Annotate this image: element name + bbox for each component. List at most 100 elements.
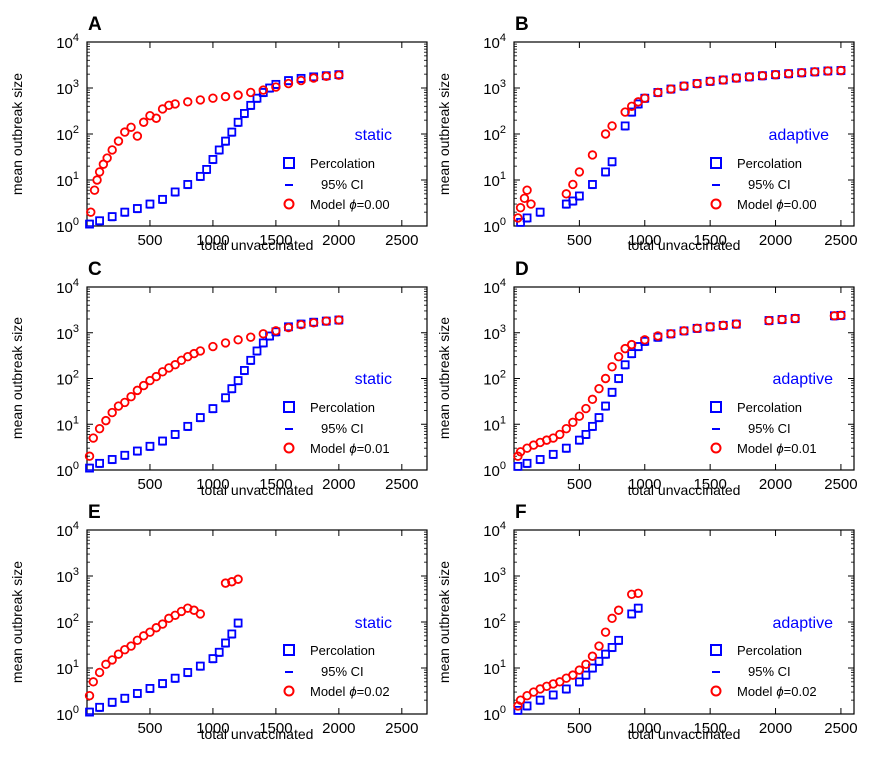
percolation-point — [85, 219, 94, 229]
percolation-point — [548, 690, 558, 700]
model-point — [810, 67, 820, 77]
data-marks — [84, 574, 243, 717]
model-point — [561, 423, 572, 434]
percolation-point — [208, 404, 218, 413]
percolation-point — [607, 387, 617, 397]
y-tick-label: 100 — [483, 704, 506, 724]
panel-B: B 100 101 102 103 104 500 1000 1500 2000 2500 to… — [436, 14, 858, 253]
y-tick-label: 104 — [56, 32, 79, 52]
y-tick-label: 104 — [56, 277, 79, 297]
percolation-point — [145, 684, 155, 693]
legend-model-marker — [710, 685, 722, 697]
panel-letter: E — [88, 502, 101, 523]
legend-model: Model ϕ=0.01 — [737, 441, 817, 456]
model-point — [151, 371, 161, 382]
percolation-point — [158, 679, 167, 688]
y-axis-label: mean outbreak size — [436, 317, 452, 439]
x-tick-label: 1500 — [693, 720, 726, 737]
legend-ci: 95% CI — [748, 177, 791, 192]
model-point — [296, 319, 306, 330]
panel-letter: F — [515, 502, 527, 523]
model-point — [783, 68, 794, 79]
model-point — [88, 433, 98, 443]
legend-model: Model ϕ=0.00 — [737, 197, 817, 212]
model-point — [574, 411, 585, 421]
percolation-point — [214, 145, 224, 155]
legend-percolation-marker — [283, 401, 295, 413]
model-point — [84, 451, 95, 461]
legend-model: Model ϕ=0.01 — [310, 441, 390, 456]
percolation-point — [252, 346, 262, 356]
legend-ci: 95% CI — [321, 664, 364, 679]
y-tick-label: 102 — [483, 612, 506, 632]
mode-label: adaptive — [769, 127, 830, 144]
data-marks — [84, 315, 344, 473]
model-point — [107, 655, 117, 665]
model-point — [220, 91, 231, 102]
model-point — [233, 574, 243, 584]
model-point — [271, 82, 281, 92]
legend-model: Model ϕ=0.02 — [310, 684, 390, 699]
model-point — [94, 167, 105, 177]
x-tick-label: 2000 — [322, 720, 355, 737]
mode-label: static — [355, 127, 392, 144]
x-tick-label: 1500 — [693, 232, 726, 249]
model-point — [170, 99, 180, 109]
model-point — [568, 417, 578, 428]
model-point — [522, 185, 532, 195]
y-tick-label: 104 — [56, 520, 79, 540]
percolation-point — [574, 191, 584, 201]
panel-letter: D — [515, 259, 529, 280]
model-point — [183, 97, 193, 107]
percolation-point — [522, 458, 532, 468]
y-tick-label: 103 — [483, 323, 506, 343]
data-marks — [513, 310, 846, 471]
model-point — [120, 397, 130, 408]
panel-D: D 100 101 102 103 104 500 1000 1500 2000 2500 to… — [436, 259, 858, 498]
y-tick-label: 102 — [56, 124, 79, 144]
percolation-point — [614, 374, 624, 383]
model-point — [138, 117, 149, 127]
percolation-point — [601, 401, 610, 411]
y-axis-label: mean outbreak size — [9, 561, 25, 683]
y-axis-label: mean outbreak size — [9, 73, 25, 195]
model-point — [126, 122, 136, 132]
x-tick-labels: 500 1000 1500 2000 2500 — [137, 530, 419, 737]
model-point — [92, 175, 102, 185]
panel-E: E 100 101 102 103 104 500 1000 1500 2000 2500 to… — [9, 502, 428, 742]
model-point — [138, 380, 149, 391]
data-marks — [85, 70, 344, 229]
model-point — [132, 131, 143, 141]
percolation-point — [614, 635, 624, 645]
percolation-point — [574, 677, 584, 687]
model-point — [308, 318, 319, 328]
model-point — [587, 651, 598, 661]
legend: Percolation 95% CI Model ϕ=0.02 — [283, 643, 390, 699]
model-point — [94, 423, 105, 434]
model-point — [666, 329, 676, 339]
x-tick-label: 1000 — [196, 720, 229, 737]
model-point — [692, 323, 702, 334]
model-point — [258, 85, 268, 95]
x-tick-label: 500 — [137, 232, 162, 249]
percolation-point — [620, 121, 630, 131]
percolation-point — [522, 701, 532, 711]
percolation-point — [535, 455, 545, 464]
x-axis-label: total unvaccinated — [201, 482, 314, 498]
legend-percolation: Percolation — [310, 156, 375, 171]
model-point — [94, 667, 105, 678]
percolation-point — [85, 463, 94, 473]
y-tick-label: 100 — [56, 704, 79, 724]
model-point — [101, 659, 111, 670]
percolation-point — [132, 689, 142, 698]
model-point — [283, 78, 294, 89]
y-tick-labels: 100 101 102 103 104 — [483, 520, 854, 724]
x-tick-labels: 500 1000 1500 2000 2500 — [137, 287, 419, 493]
legend-percolation-marker — [710, 644, 722, 656]
legend-model-marker — [283, 685, 295, 697]
percolation-point — [233, 117, 243, 127]
model-point — [568, 670, 578, 680]
percolation-point — [221, 136, 230, 146]
percolation-point — [240, 109, 249, 118]
percolation-point — [627, 609, 637, 619]
